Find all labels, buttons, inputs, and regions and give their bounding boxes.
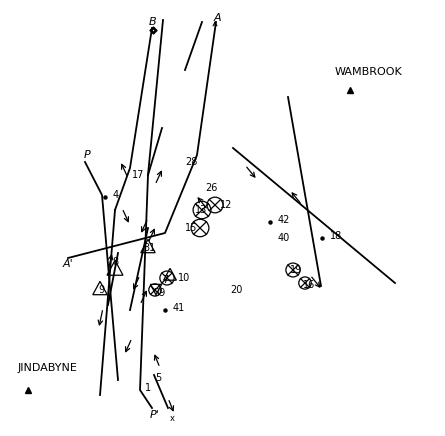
Text: 5: 5 bbox=[155, 373, 161, 383]
Text: 1: 1 bbox=[145, 383, 151, 393]
Text: 13: 13 bbox=[195, 205, 207, 215]
Text: 12: 12 bbox=[220, 200, 232, 210]
Text: P: P bbox=[84, 150, 90, 160]
Text: 8: 8 bbox=[112, 257, 118, 267]
Text: 16: 16 bbox=[303, 280, 315, 290]
Text: JINDABYNE: JINDABYNE bbox=[18, 363, 78, 373]
Text: 18: 18 bbox=[330, 231, 342, 241]
Text: WAMBROOK: WAMBROOK bbox=[335, 67, 403, 77]
Text: 15: 15 bbox=[185, 223, 198, 233]
Text: 17: 17 bbox=[132, 170, 144, 180]
Text: 40: 40 bbox=[278, 233, 290, 243]
Text: 10: 10 bbox=[178, 273, 190, 283]
Text: A': A' bbox=[63, 259, 73, 269]
Text: 7: 7 bbox=[162, 275, 168, 285]
Text: 31: 31 bbox=[143, 243, 155, 253]
Text: A: A bbox=[213, 13, 221, 23]
Text: 26: 26 bbox=[205, 183, 217, 193]
Text: 39: 39 bbox=[153, 288, 165, 298]
Text: 19: 19 bbox=[290, 265, 302, 275]
Text: B: B bbox=[149, 17, 157, 27]
Text: 9: 9 bbox=[98, 285, 104, 295]
Text: 41: 41 bbox=[173, 303, 185, 313]
Text: 20: 20 bbox=[230, 285, 243, 295]
Text: 4: 4 bbox=[113, 190, 119, 200]
Text: 42: 42 bbox=[278, 215, 291, 225]
Text: P': P' bbox=[150, 410, 160, 420]
Text: 28: 28 bbox=[185, 157, 198, 167]
Text: x: x bbox=[170, 413, 174, 422]
